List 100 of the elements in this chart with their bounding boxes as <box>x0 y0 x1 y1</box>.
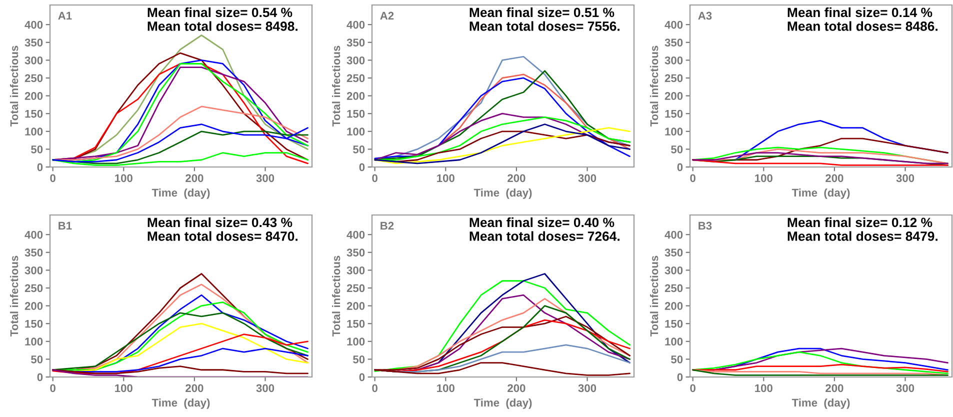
x-tick-label: 300 <box>256 174 274 182</box>
x-axis-title: Time (day) <box>474 188 532 199</box>
x-tick-label: 200 <box>826 174 844 182</box>
y-tick-label: 400 <box>24 20 43 29</box>
y-tick-label: 0 <box>37 163 43 172</box>
annotation: Mean final size= 0.54 % <box>148 7 292 18</box>
y-tick-label: 150 <box>25 110 43 118</box>
chart-title: B1 <box>58 222 72 230</box>
y-tick-label: 50 <box>353 145 365 154</box>
chart-title: B3 <box>698 222 712 230</box>
annotation: Mean total doses= 7556. <box>470 21 620 31</box>
y-axis-title: Total infectious <box>10 46 18 127</box>
x-tick-label: 200 <box>826 384 844 392</box>
x-tick-label: 100 <box>755 174 772 182</box>
y-tick-label: 50 <box>31 145 43 154</box>
y-tick-label: 100 <box>665 128 683 136</box>
y-tick-label: 350 <box>664 38 683 47</box>
x-axis-title: Time (day) <box>792 188 850 199</box>
x-tick-label: 300 <box>896 384 914 392</box>
x-tick-label: 200 <box>508 174 526 182</box>
y-tick-label: 50 <box>671 145 683 154</box>
y-tick-label: 0 <box>37 373 43 382</box>
y-tick-label: 250 <box>664 74 683 82</box>
y-axis-title: Total infectious <box>650 46 658 127</box>
y-tick-label: 200 <box>664 302 683 310</box>
y-tick-label: 350 <box>664 248 683 257</box>
y-tick-label: 100 <box>25 128 43 136</box>
x-tick-label: 100 <box>437 384 454 392</box>
x-axis-title: Time (day) <box>152 188 210 199</box>
y-tick-label: 250 <box>346 284 365 292</box>
x-tick-label: 300 <box>578 174 596 182</box>
x-tick-label: 0 <box>372 174 378 182</box>
x-tick-label: 100 <box>755 384 772 392</box>
y-tick-label: 350 <box>24 38 43 47</box>
x-tick-label: 0 <box>372 384 378 392</box>
x-tick-label: 300 <box>578 384 596 392</box>
y-tick-label: 300 <box>346 56 365 64</box>
y-tick-label: 0 <box>359 373 365 382</box>
chart-title: A3 <box>698 12 712 20</box>
y-tick-label: 400 <box>24 230 43 239</box>
y-tick-label: 400 <box>664 20 683 29</box>
y-axis-title: Total infectious <box>332 46 340 127</box>
annotation: Mean total doses= 7264. <box>470 231 620 241</box>
annotation: Mean final size= 0.43 % <box>148 217 292 228</box>
y-tick-label: 200 <box>24 302 43 310</box>
y-tick-label: 0 <box>677 163 683 172</box>
y-tick-label: 300 <box>664 266 683 274</box>
x-tick-label: 200 <box>186 174 204 182</box>
y-tick-label: 250 <box>24 74 43 82</box>
y-tick-label: 0 <box>677 373 683 382</box>
y-tick-label: 300 <box>24 56 43 64</box>
y-tick-label: 50 <box>31 355 43 364</box>
x-axis-title: Time (day) <box>474 398 532 409</box>
y-tick-label: 0 <box>359 163 365 172</box>
y-tick-label: 50 <box>671 355 683 364</box>
y-tick-label: 300 <box>24 266 43 274</box>
y-tick-label: 100 <box>665 338 683 346</box>
y-tick-label: 300 <box>346 266 365 274</box>
y-tick-label: 350 <box>346 38 365 47</box>
x-tick-label: 100 <box>115 384 132 392</box>
annotation: Mean final size= 0.51 % <box>470 7 614 18</box>
x-tick-label: 300 <box>896 174 914 182</box>
y-tick-label: 400 <box>346 230 365 239</box>
y-tick-label: 150 <box>25 320 43 328</box>
chart-title: A1 <box>58 12 72 20</box>
y-tick-label: 350 <box>24 248 43 257</box>
y-tick-label: 50 <box>353 355 365 364</box>
x-tick-label: 0 <box>690 384 696 392</box>
y-tick-label: 300 <box>664 56 683 64</box>
x-tick-label: 100 <box>437 174 454 182</box>
y-tick-label: 200 <box>24 92 43 100</box>
y-tick-label: 100 <box>347 128 365 136</box>
annotation: Mean final size= 0.14 % <box>788 7 932 18</box>
y-tick-label: 200 <box>346 302 365 310</box>
y-tick-label: 350 <box>346 248 365 257</box>
annotation: Mean total doses= 8486. <box>788 21 938 31</box>
y-tick-label: 150 <box>347 110 365 118</box>
chart-title: B2 <box>380 222 394 230</box>
y-axis-title: Total infectious <box>650 256 658 337</box>
chart-title: A2 <box>380 12 394 20</box>
x-tick-label: 0 <box>50 384 56 392</box>
x-tick-label: 0 <box>690 174 696 182</box>
x-axis-title: Time (day) <box>152 398 210 409</box>
x-tick-label: 0 <box>50 174 56 182</box>
y-tick-label: 400 <box>664 230 683 239</box>
x-tick-label: 300 <box>256 384 274 392</box>
y-tick-label: 200 <box>346 92 365 100</box>
x-tick-label: 200 <box>508 384 526 392</box>
y-tick-label: 100 <box>347 338 365 346</box>
annotation: Mean total doses= 8498. <box>148 21 298 31</box>
x-tick-label: 200 <box>186 384 204 392</box>
y-tick-label: 150 <box>665 110 683 118</box>
x-axis-title: Time (day) <box>792 398 850 409</box>
annotation: Mean total doses= 8479. <box>788 231 938 241</box>
y-axis-title: Total infectious <box>332 256 340 337</box>
y-tick-label: 250 <box>346 74 365 82</box>
y-tick-label: 200 <box>664 92 683 100</box>
y-tick-label: 250 <box>664 284 683 292</box>
y-tick-label: 150 <box>347 320 365 328</box>
annotation: Mean final size= 0.12 % <box>788 217 932 228</box>
